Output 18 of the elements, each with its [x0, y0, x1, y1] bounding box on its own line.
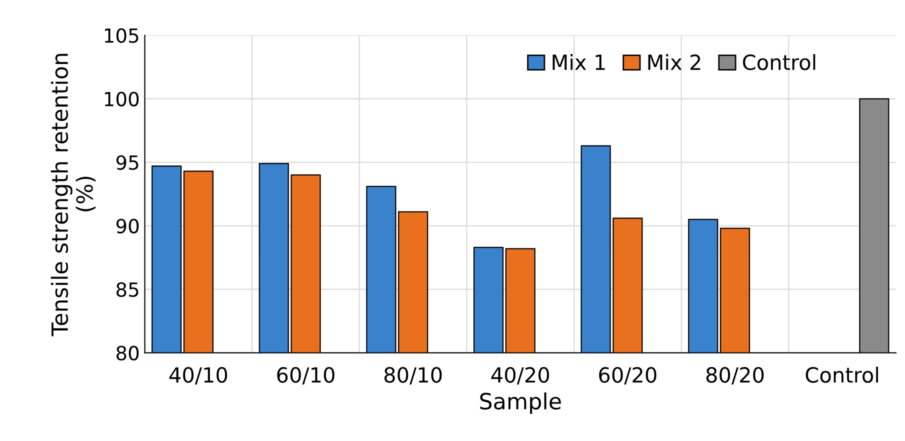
- legend-label: Mix 1: [552, 54, 605, 70]
- y-axis-title: Tensile strength retention (%): [50, 54, 96, 336]
- x-tick-label: 80/10: [384, 367, 442, 384]
- x-tick-label: 40/20: [491, 367, 550, 384]
- y-tick-label: 100: [104, 92, 139, 106]
- x-tick-label: 80/20: [706, 367, 764, 384]
- y-tick-label: 85: [116, 282, 138, 297]
- x-tick-label: 40/10: [169, 367, 228, 384]
- x-tick-label: Control: [806, 366, 878, 383]
- x-tick-label: 60/10: [277, 367, 334, 384]
- y-tick-label: 105: [104, 28, 138, 43]
- x-axis-title: Sample: [480, 392, 561, 414]
- legend-label: Control: [742, 54, 816, 70]
- y-tick-label: 90: [116, 218, 139, 234]
- y-tick-label: 95: [116, 155, 138, 170]
- x-tick-label: 60/20: [599, 367, 656, 384]
- legend-label: Mix 2: [648, 54, 700, 70]
- y-tick-label: 80: [116, 346, 139, 360]
